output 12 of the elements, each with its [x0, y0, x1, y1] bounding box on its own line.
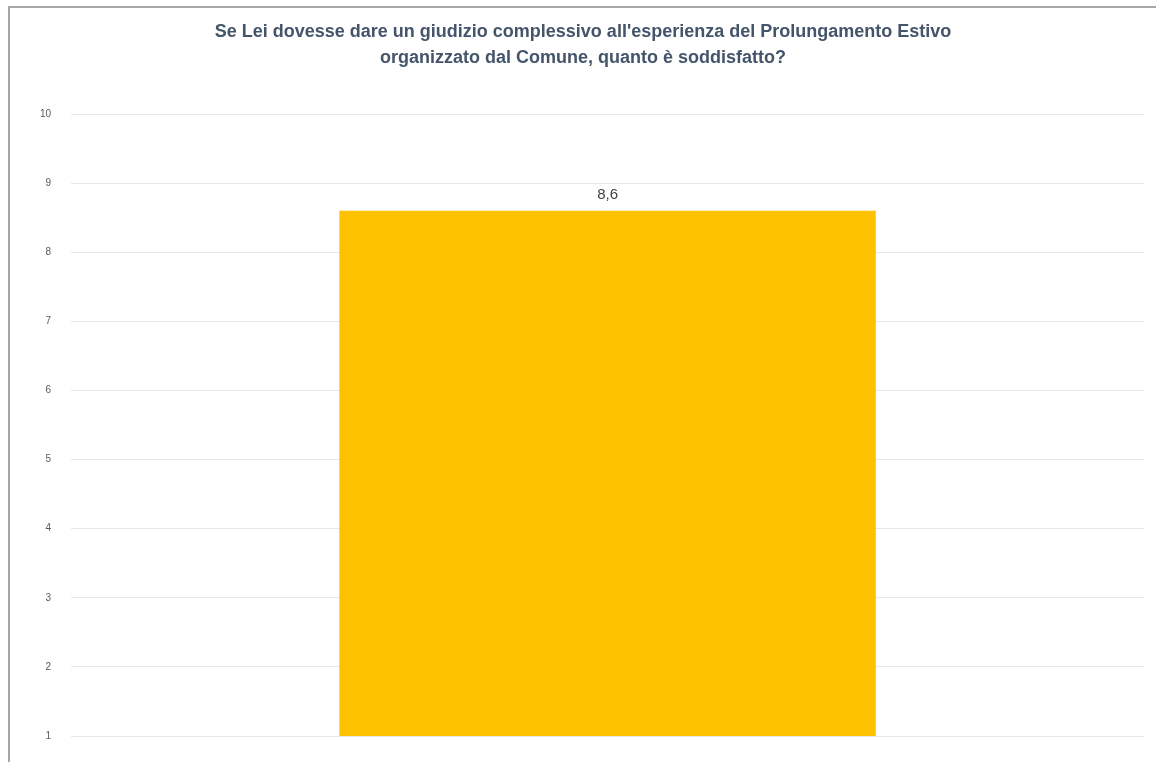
chart-title: Se Lei dovesse dare un giudizio complessivo all'esperienza del Prolungamento Estivo organizzato dal Comune, quanto è soddisfatto? [213, 20, 953, 69]
y-tick-label: 2 [45, 660, 52, 672]
y-tick-label: 6 [45, 384, 52, 396]
y-tick-label: 9 [45, 176, 52, 188]
y-tick-label: 10 [40, 107, 52, 119]
y-tick-label: 1 [45, 729, 52, 741]
y-tick-label: 4 [45, 522, 52, 534]
y-tick-label: 8 [45, 245, 52, 257]
y-tick-label: 5 [45, 453, 52, 465]
data-label: 8,6 [597, 185, 618, 203]
y-tick-label: 7 [45, 315, 52, 327]
y-tick-label: 3 [45, 591, 52, 603]
